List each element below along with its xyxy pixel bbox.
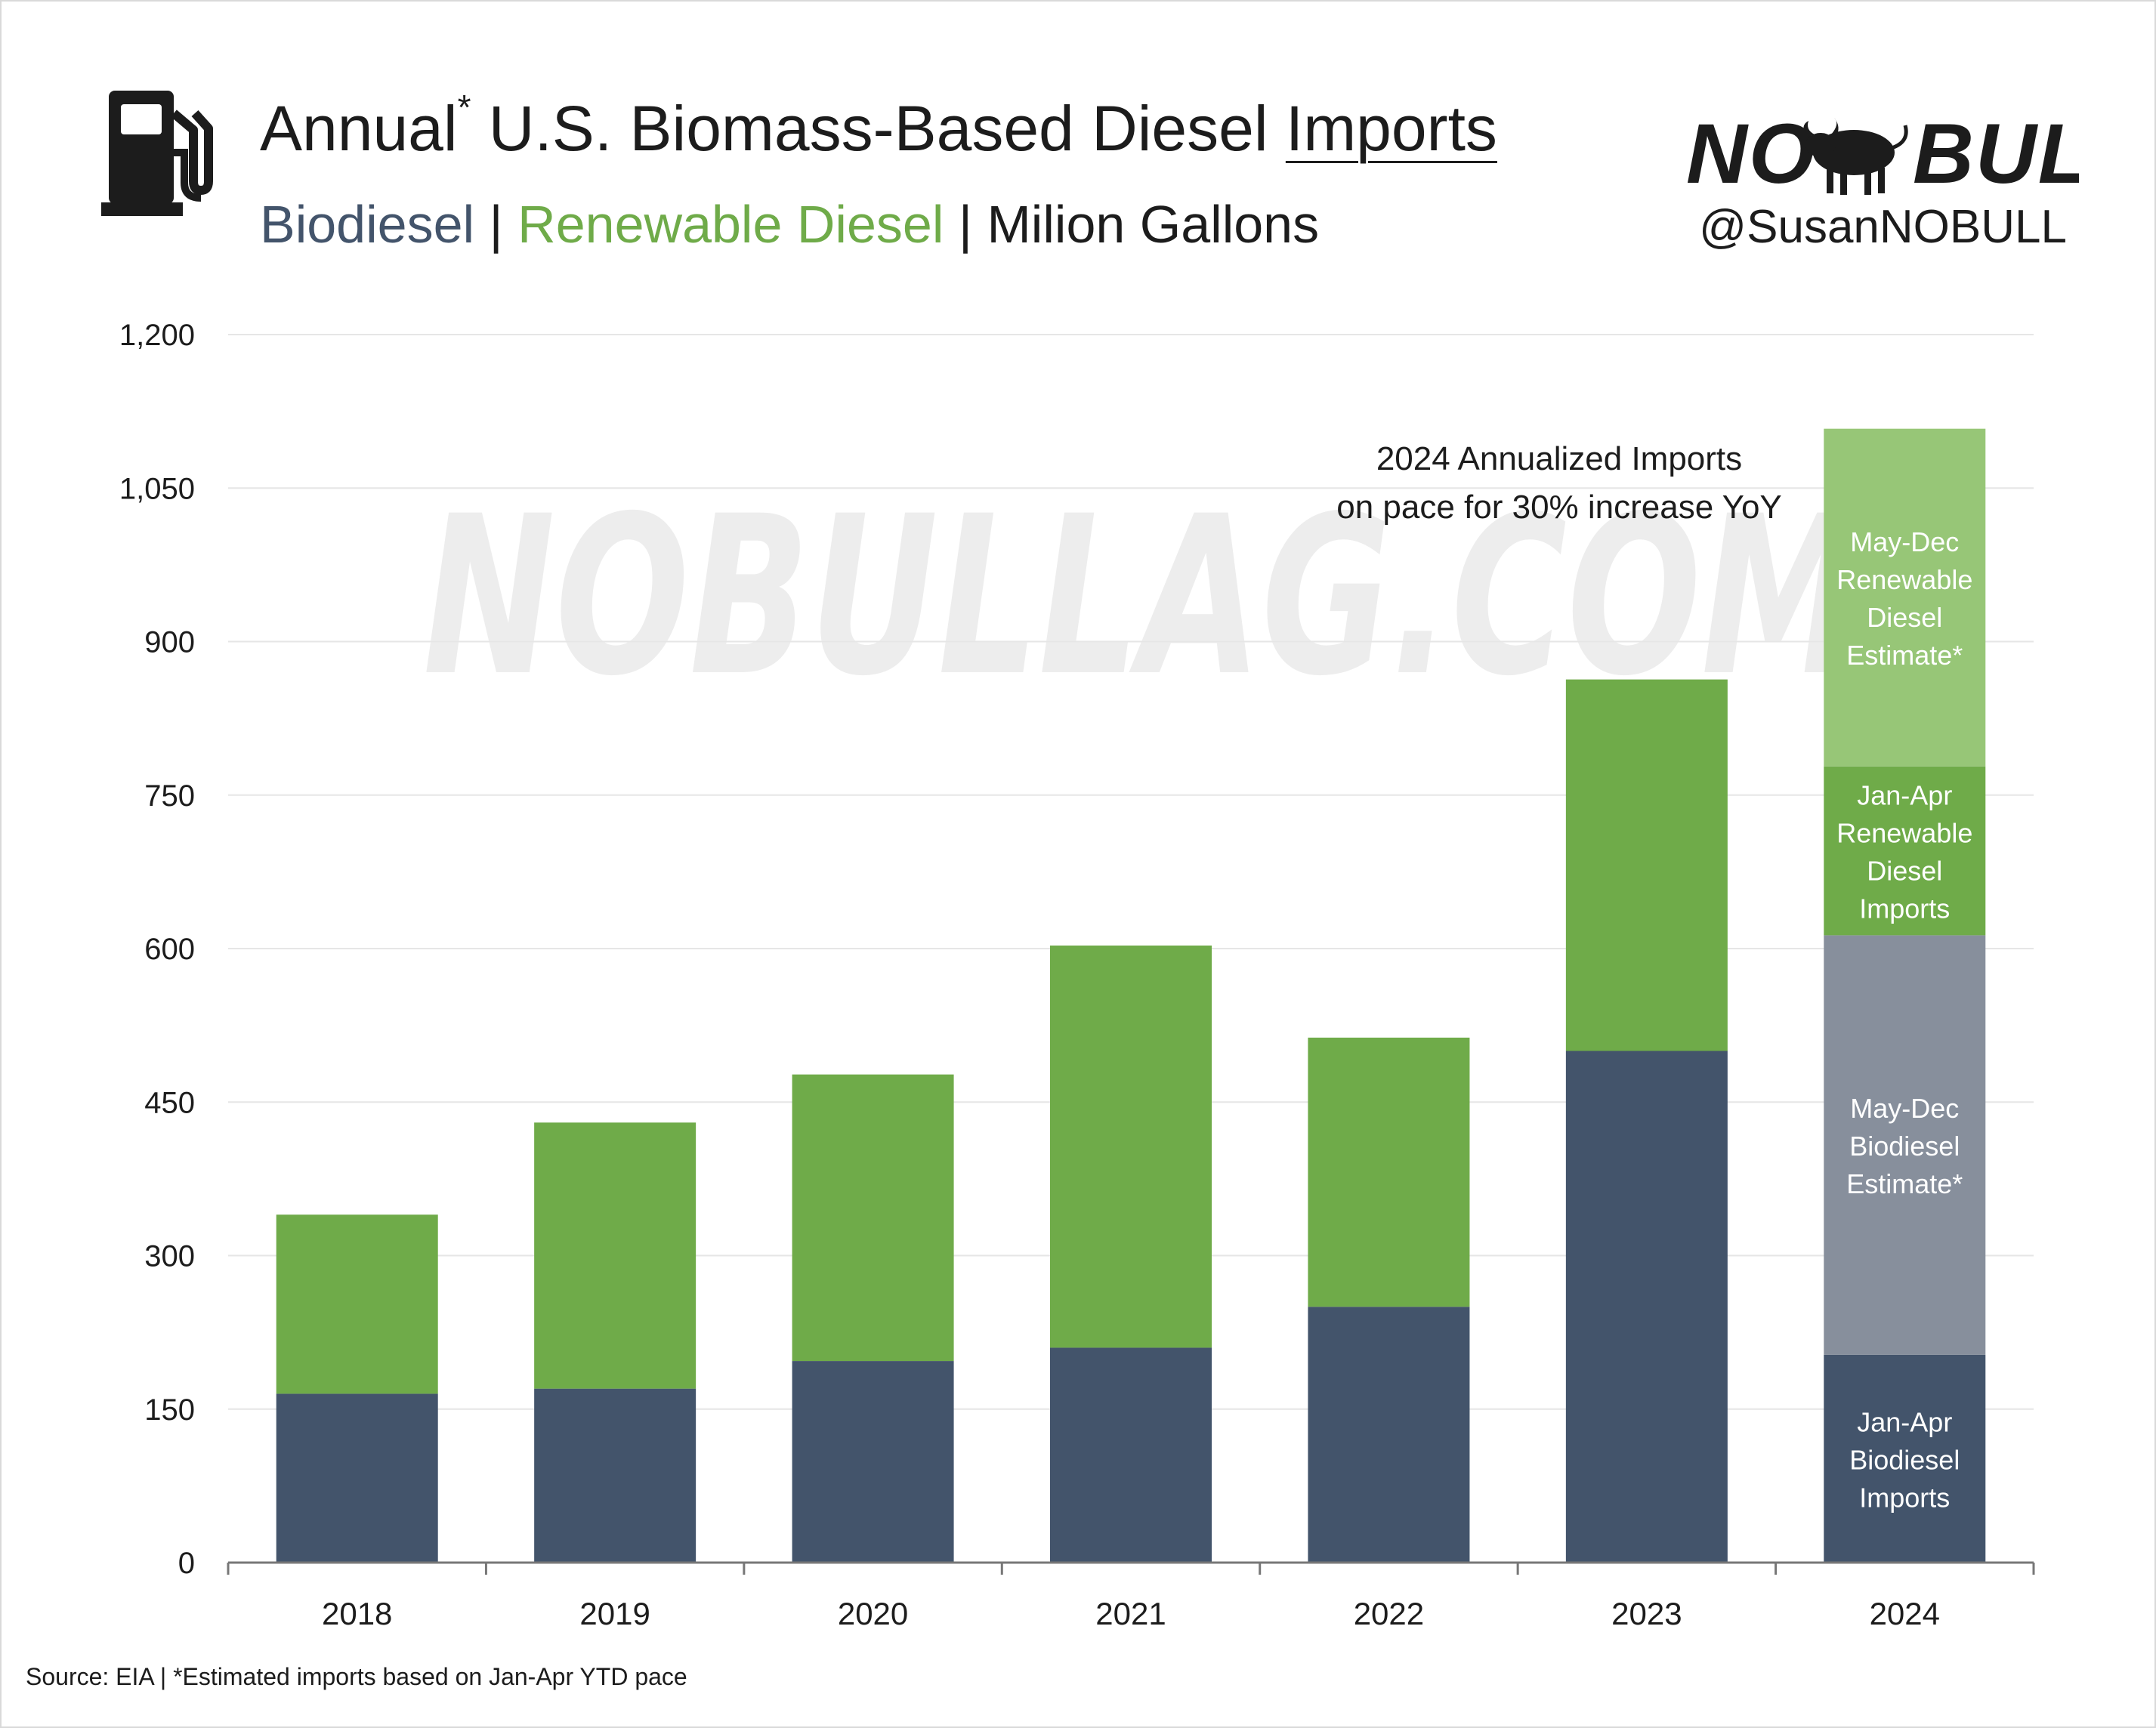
- bar-biodiesel-2022: [1308, 1307, 1470, 1563]
- chart-title: Annual* U.S. Biomass-Based Diesel Import…: [260, 88, 1497, 164]
- bar-biodiesel-2023: [1565, 1051, 1728, 1563]
- x-tick-label: 2023: [1611, 1596, 1682, 1631]
- bar-renewable-2022: [1308, 1037, 1470, 1307]
- bar-renewable-2019: [534, 1122, 697, 1389]
- subtitle-unit: Milion Gallons: [987, 195, 1320, 254]
- source-note: Source: EIA | *Estimated imports based o…: [26, 1663, 687, 1690]
- x-tick-label: 2022: [1354, 1596, 1424, 1631]
- bar-renewable-2018: [276, 1214, 438, 1394]
- x-tick-label: 2020: [838, 1596, 908, 1631]
- subtitle-biodiesel: Biodiesel: [260, 195, 475, 254]
- y-tick-label: 750: [144, 779, 195, 813]
- segment-label: May-Dec Biodiesel Estimate*: [1846, 1093, 1963, 1199]
- y-tick-label: 300: [144, 1240, 195, 1273]
- bar-biodiesel-2018: [276, 1393, 438, 1563]
- svg-text:NO: NO: [1686, 106, 1816, 201]
- x-tick-label: 2024: [1870, 1596, 1940, 1631]
- bar-biodiesel-2019: [534, 1388, 697, 1563]
- bar-renewable-2020: [792, 1074, 954, 1362]
- bar-renewable-2023: [1565, 679, 1728, 1051]
- y-tick-label: 0: [178, 1547, 195, 1580]
- bar-2024-segment-2: [1824, 935, 1986, 1355]
- bar-biodiesel-2021: [1050, 1347, 1212, 1563]
- bull-icon: [1803, 118, 1908, 195]
- fuel-pump-icon: [101, 91, 213, 216]
- y-tick-label: 600: [144, 933, 195, 966]
- bar-renewable-2021: [1050, 945, 1212, 1348]
- segment-label: May-Dec Renewable Diesel Estimate*: [1836, 526, 1972, 671]
- bar-2024-segment-4: [1824, 428, 1986, 767]
- annotation-line: 2024 Annualized Imports: [1376, 440, 1742, 477]
- y-tick-label: 1,200: [119, 319, 195, 352]
- y-tick-label: 450: [144, 1086, 195, 1119]
- annotation-line: on pace for 30% increase YoY: [1336, 489, 1782, 526]
- nobull-logo: NO BULL: [1686, 106, 2079, 201]
- segment-label: Jan-Apr Renewable Diesel Imports: [1836, 780, 1972, 924]
- chart-subtitle: Biodiesel | Renewable Diesel | Milion Ga…: [260, 195, 1320, 254]
- y-tick-label: 900: [144, 626, 195, 659]
- x-tick-label: 2018: [322, 1596, 392, 1631]
- svg-text:BULL: BULL: [1913, 106, 2079, 201]
- bar-biodiesel-2020: [792, 1361, 954, 1563]
- segment-label: Jan-Apr Biodiesel Imports: [1849, 1406, 1960, 1513]
- y-tick-label: 150: [144, 1393, 195, 1427]
- x-tick-label: 2019: [579, 1596, 650, 1631]
- x-tick-label: 2021: [1095, 1596, 1166, 1631]
- twitter-handle: @SusanNOBULL: [1699, 201, 2067, 253]
- y-tick-label: 1,050: [119, 472, 195, 505]
- subtitle-renewable: Renewable Diesel: [517, 195, 944, 254]
- bar-2024-segment-1: [1824, 1354, 1986, 1563]
- bar-2024-segment-3: [1824, 766, 1986, 936]
